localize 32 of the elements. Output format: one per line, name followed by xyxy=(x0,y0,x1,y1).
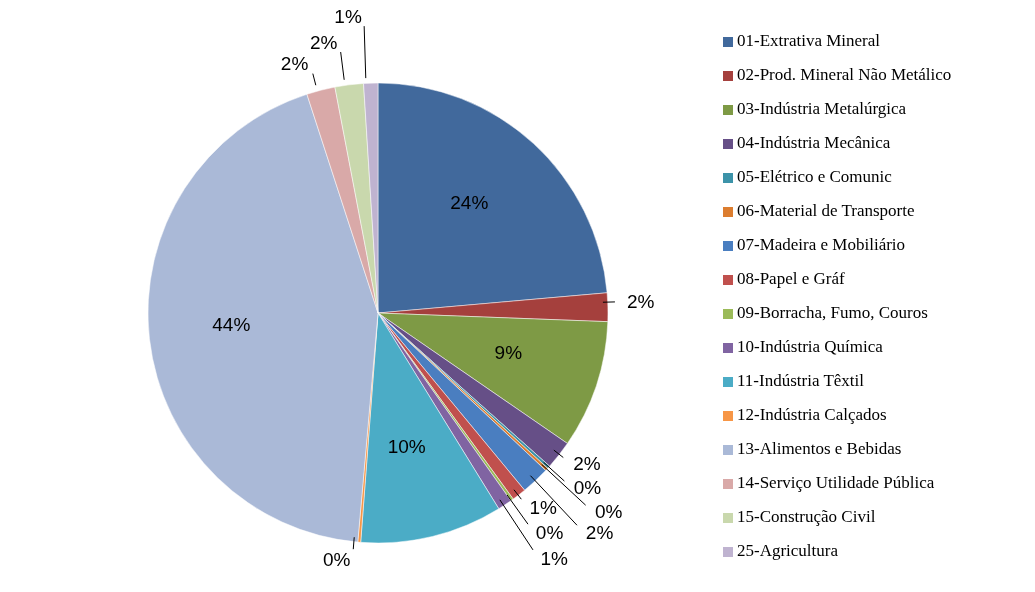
legend-label: 07-Madeira e Mobiliário xyxy=(737,235,906,254)
legend-label: 09-Borracha, Fumo, Couros xyxy=(737,303,928,322)
legend-label: 06-Material de Transporte xyxy=(737,201,915,220)
data-label: 2% xyxy=(585,522,614,544)
legend-label: 08-Papel e Gráf xyxy=(737,269,845,288)
data-label: 2% xyxy=(626,291,655,313)
legend-label: 03-Indústria Metalúrgica xyxy=(737,99,907,118)
data-label: 2% xyxy=(309,31,338,53)
legend-label: 01-Extrativa Mineral xyxy=(737,31,881,50)
data-label: 1% xyxy=(540,547,569,569)
legend-label: 14-Serviço Utilidade Pública xyxy=(737,473,935,492)
legend-label: 11-Indústria Têxtil xyxy=(737,371,865,390)
legend-label: 02-Prod. Mineral Não Metálico xyxy=(737,65,952,84)
legend-label: 10-Indústria Química xyxy=(737,337,883,356)
legend-label: 25-Agricultura xyxy=(737,541,839,560)
legend-label: 15-Construção Civil xyxy=(737,507,876,526)
data-label: 0% xyxy=(594,501,623,523)
legend-label: 05-Elétrico e Comunic xyxy=(737,167,892,186)
data-label: 24% xyxy=(450,192,489,214)
legend-label: 04-Indústria Mecânica xyxy=(737,133,891,152)
data-label: 1% xyxy=(529,496,558,518)
data-label: 0% xyxy=(322,548,351,570)
data-label: 10% xyxy=(387,436,426,458)
data-label: 9% xyxy=(494,342,523,364)
data-label: 1% xyxy=(334,5,362,27)
data-label: 0% xyxy=(573,477,602,499)
data-label: 2% xyxy=(573,453,601,475)
data-label: 0% xyxy=(535,521,564,543)
legend-label: 12-Indústria Calçados xyxy=(737,405,887,424)
legend-label: 13-Alimentos e Bebidas xyxy=(737,439,902,458)
data-label: 44% xyxy=(212,313,251,335)
data-label: 2% xyxy=(280,53,309,75)
